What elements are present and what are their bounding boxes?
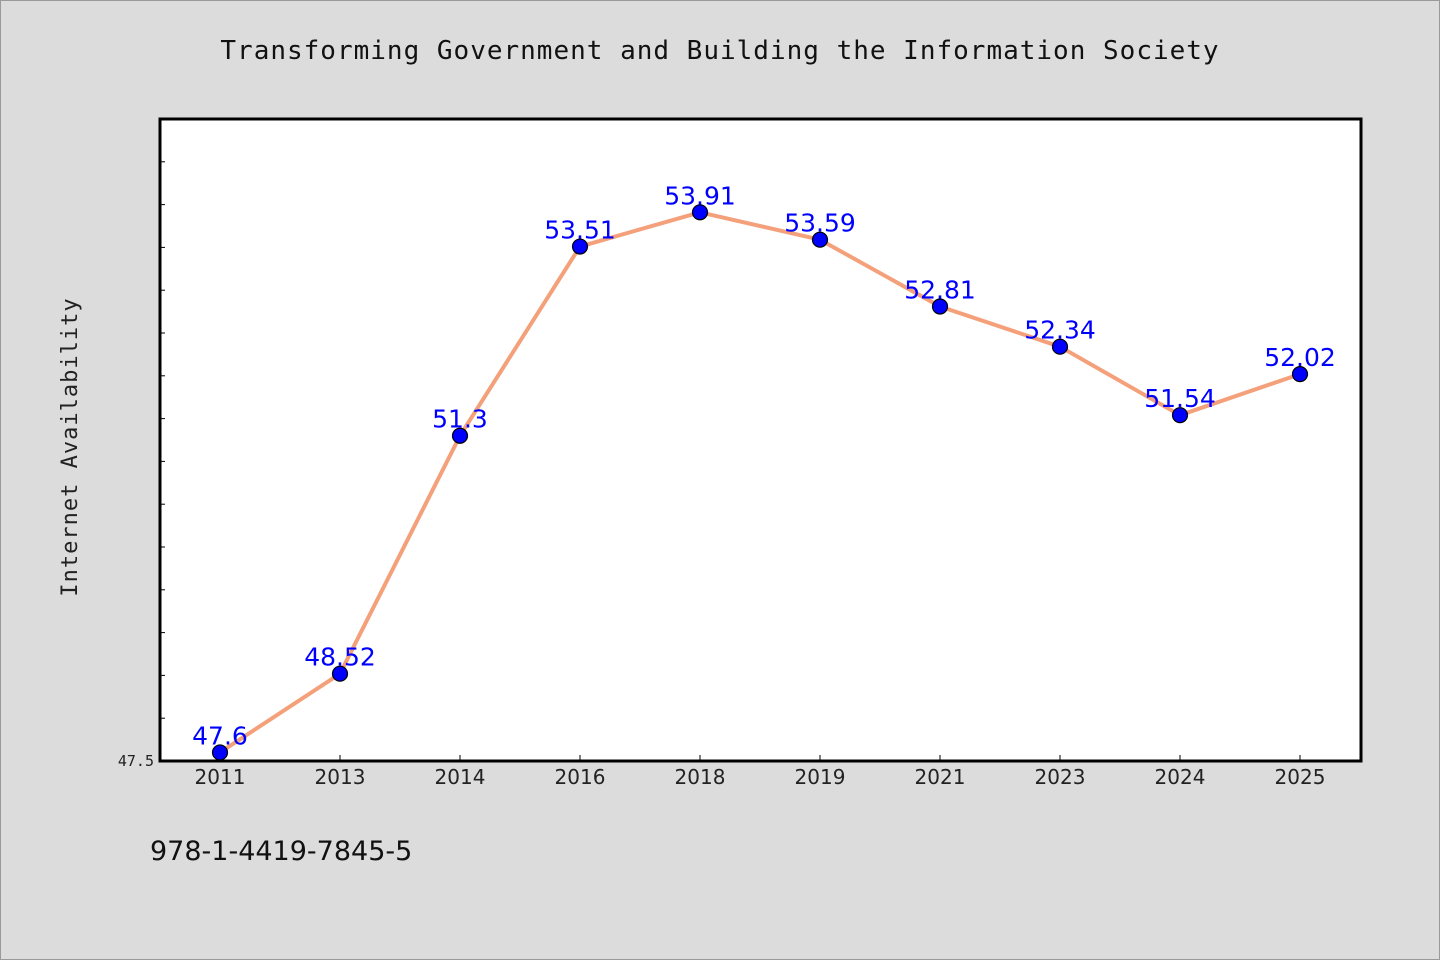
data-point: [931, 298, 949, 315]
isbn-label: 978-1-4419-7845-5: [150, 836, 413, 867]
y-tick-label: 47.5: [118, 752, 154, 770]
data-point: [811, 231, 829, 248]
x-tick-label: 2021: [915, 765, 966, 789]
data-point: [211, 744, 229, 761]
data-label: 52.02: [1264, 343, 1336, 372]
data-label: 52.34: [1024, 316, 1096, 345]
data-label: 51.3: [432, 405, 488, 434]
x-tick-label: 2025: [1275, 765, 1326, 789]
x-tick-label: 2013: [315, 765, 366, 789]
data-point: [1291, 365, 1309, 383]
data-label: 47.6: [192, 721, 248, 750]
x-tick-label: 2014: [435, 765, 486, 789]
chart-title: Transforming Government and Building the…: [220, 36, 1220, 66]
data-label: 52.81: [904, 275, 976, 304]
data-point: [571, 238, 589, 255]
data-label: 53.51: [544, 216, 616, 245]
data-point: [1051, 338, 1069, 355]
data-label: 48.52: [304, 643, 376, 672]
data-label: 51.54: [1144, 384, 1216, 413]
x-tick-label: 2018: [675, 765, 726, 789]
data-label: 53.59: [784, 209, 856, 238]
data-point: [1171, 407, 1189, 424]
data-point: [331, 665, 349, 682]
series-line: [218, 210, 1302, 755]
x-tick-label: 2019: [795, 765, 846, 789]
x-tick-label: 2016: [555, 765, 606, 789]
data-point: [451, 427, 469, 444]
x-tick-label: 2024: [1155, 765, 1206, 789]
x-tick-label: 2023: [1035, 765, 1086, 789]
data-label: 53.91: [664, 181, 736, 210]
x-tick-label: 2011: [195, 765, 246, 789]
y-axis-title: Internet Availability: [58, 297, 83, 596]
data-point: [691, 204, 709, 221]
